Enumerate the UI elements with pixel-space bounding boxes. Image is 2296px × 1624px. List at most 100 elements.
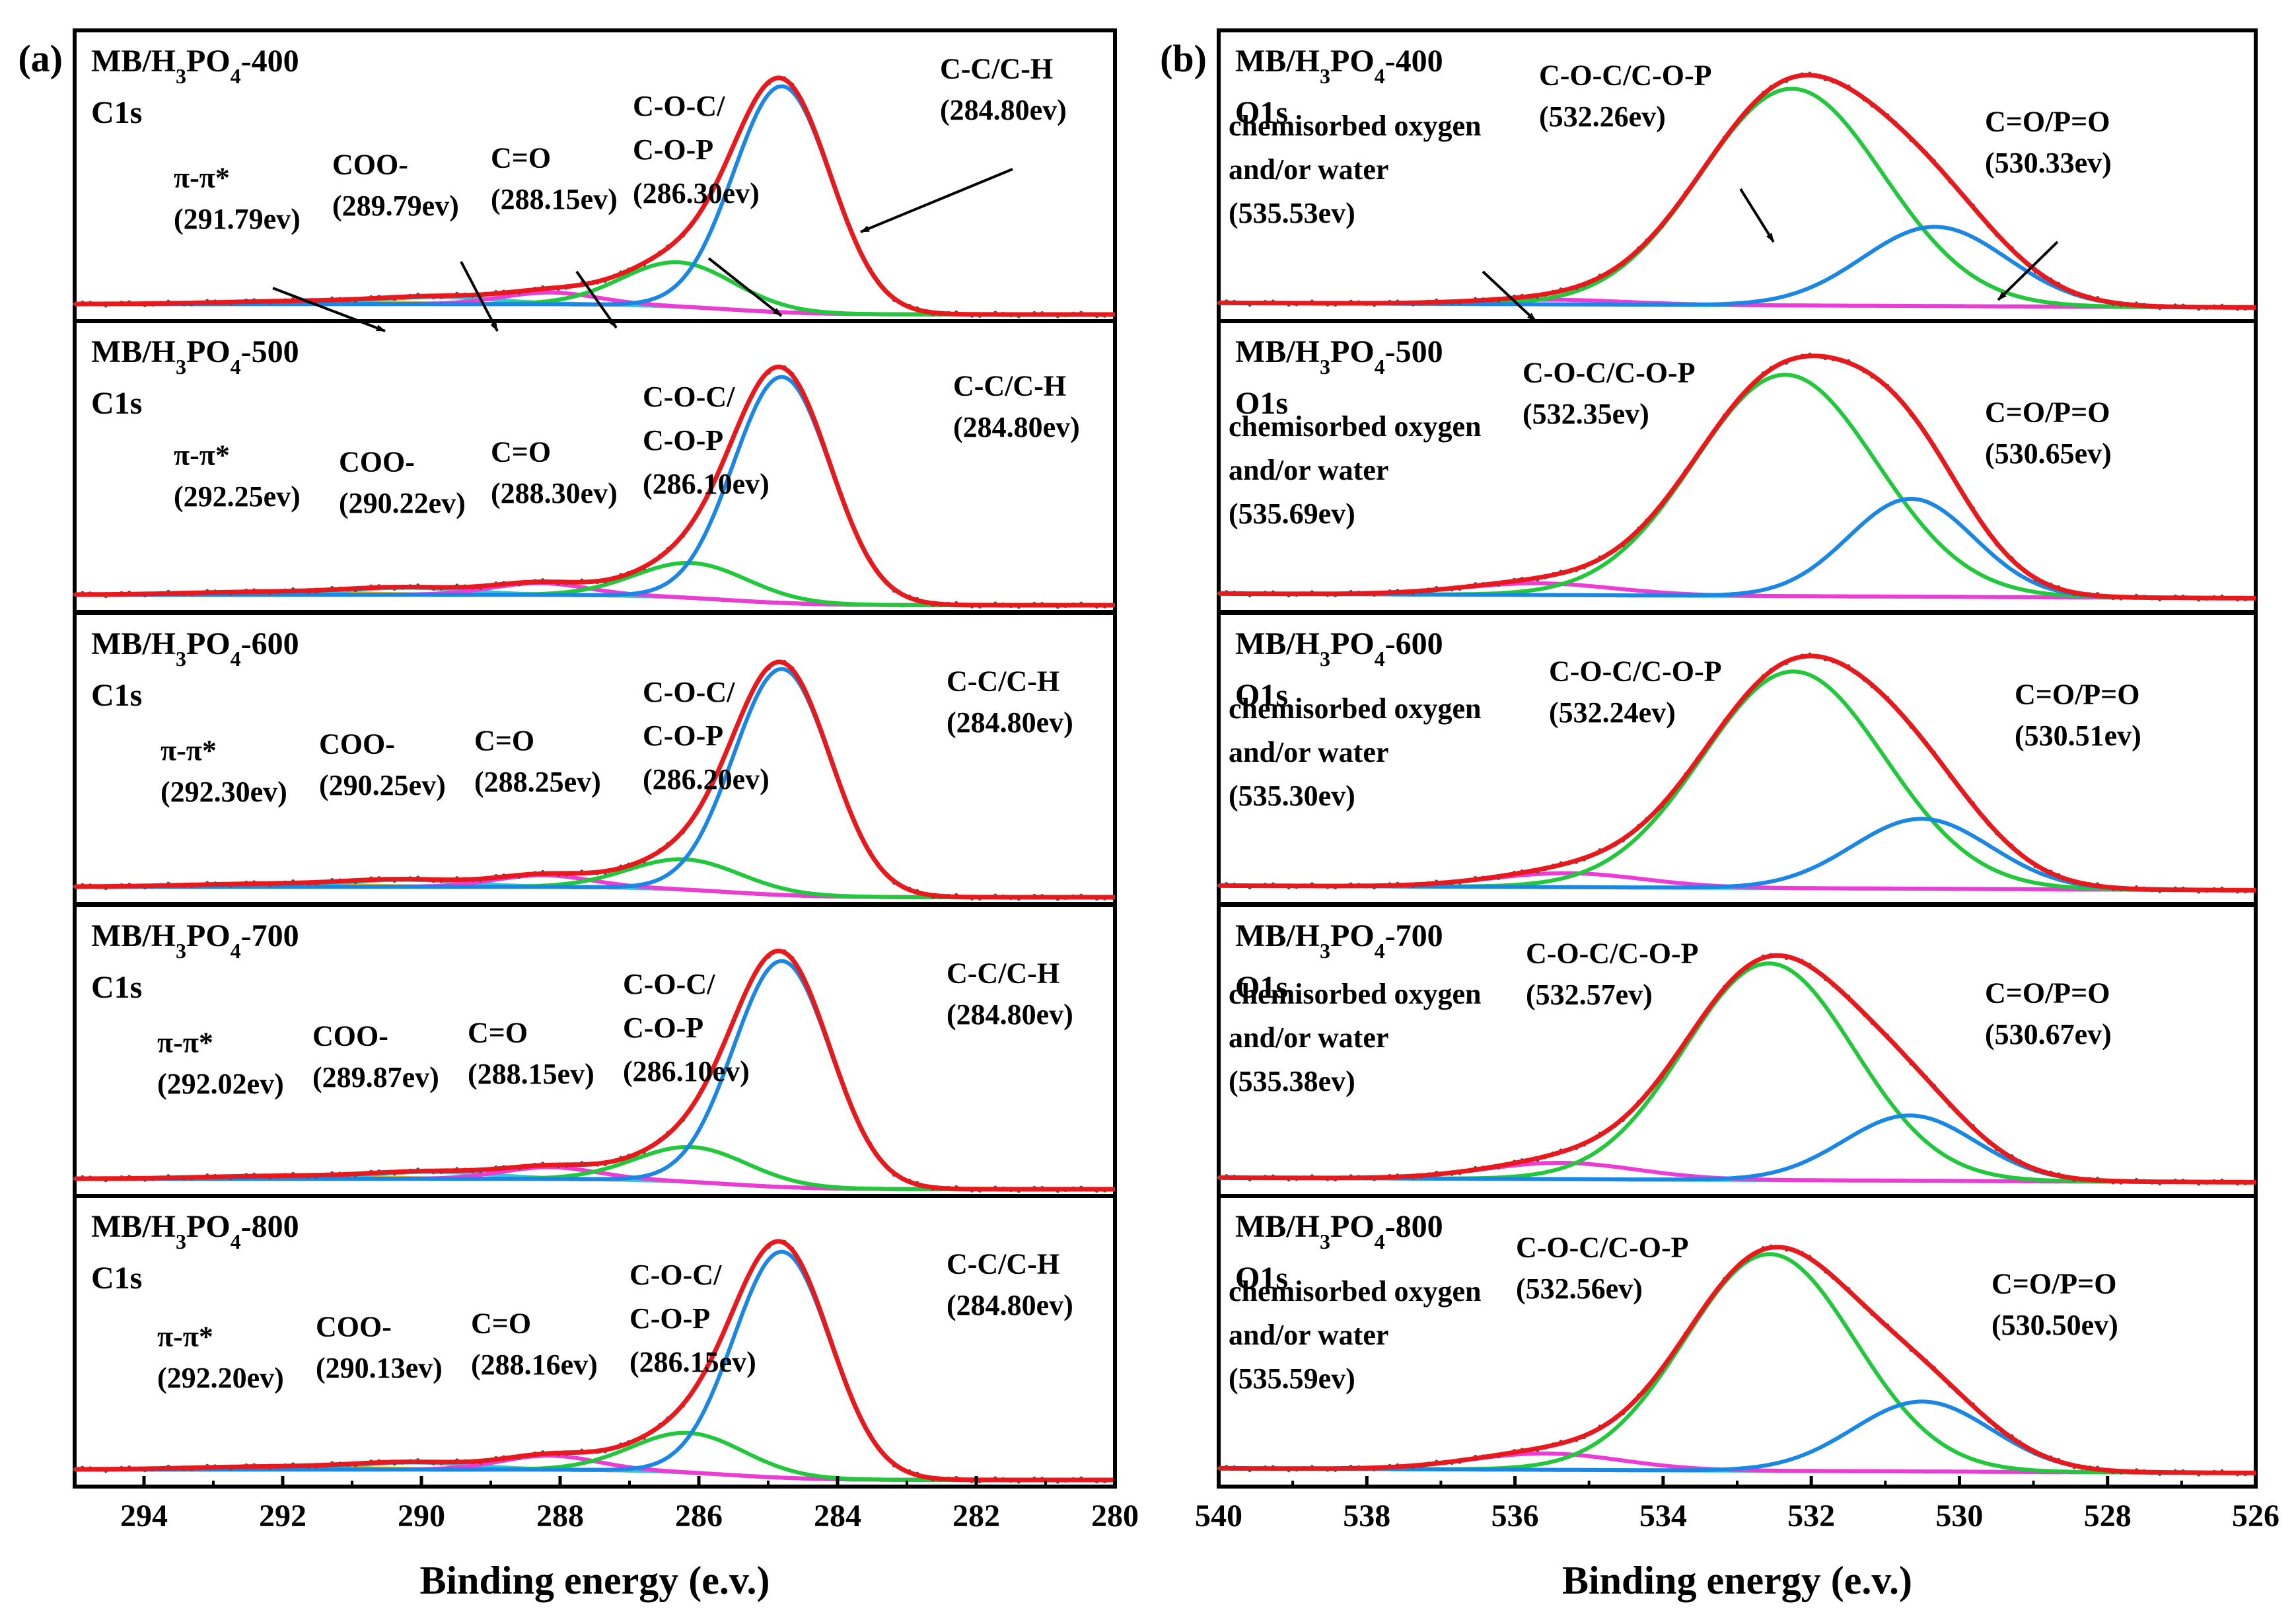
x-tick-label: 532 [1787, 1498, 1835, 1533]
peak-label: C-C/C-H [940, 52, 1053, 85]
peak-label: C-O-C/ [623, 968, 715, 1000]
peak-label: C=O/P=O [2015, 678, 2139, 710]
x-tick-label: 530 [1935, 1498, 1983, 1533]
peak-label: C=O [491, 141, 551, 174]
peak-label: chemisorbed oxygen [1229, 410, 1482, 443]
sample-row: MB/H3PO4-500 C1s π-π* (292.25ev) COO- (290.22… [73, 319, 1117, 614]
spectrum-label: C1s [91, 386, 142, 421]
peak-be: (535.53ev) [1229, 197, 1355, 229]
component-curve [1219, 225, 2256, 310]
sample-title: MB/H3PO4-800 [91, 1209, 299, 1253]
x-axis-title: Binding energy (e.v.) [419, 1559, 770, 1602]
peak-label: C-C/C-H [947, 1247, 1059, 1280]
peak-label: C=O/P=O [1985, 396, 2110, 428]
peak-be: (530.51ev) [2015, 720, 2141, 752]
envelope-curve [1219, 953, 2256, 1185]
peak-labels: π-π* (292.20ev) COO- (290.13ev) C=O (288.16ev… [157, 1247, 1073, 1394]
peak-label: and/or water [1229, 153, 1388, 186]
annotation-arrow [1997, 240, 2059, 301]
peak-label: chemisorbed oxygen [1229, 1275, 1482, 1308]
peak-be: (532.56ev) [1516, 1273, 1643, 1305]
peak-be: (284.80ev) [947, 998, 1073, 1031]
peak-be: (290.22ev) [339, 487, 466, 519]
x-tick-label: 292 [259, 1498, 306, 1533]
annotation-arrow [272, 287, 386, 332]
peak-label: π-π* [174, 161, 230, 194]
x-tick-label: 288 [536, 1498, 584, 1533]
x-tick-label: 290 [398, 1498, 445, 1533]
envelope-curve [75, 659, 1115, 900]
peak-label: C-O-C/C-O-P [1539, 59, 1712, 91]
sample-row: MB/H3PO4-700 C1s π-π* (292.02ev) COO- (289.87… [73, 903, 1117, 1198]
sample-title: MB/H3PO4-800 [1235, 1209, 1443, 1253]
peak-labels: chemisorbed oxygen and/or water (535.30ev)… [1229, 655, 2141, 812]
peak-label: C=O/P=O [1985, 977, 2110, 1009]
peak-be: (288.30ev) [491, 477, 618, 509]
peak-be: (535.30ev) [1229, 780, 1355, 812]
component-curve [1219, 496, 2256, 601]
spectrum-label: C1s [91, 1261, 142, 1296]
peak-label: C-O-C/ [643, 381, 735, 413]
peak-label: and/or water [1229, 1319, 1388, 1351]
peak-be: (286.15ev) [629, 1346, 756, 1378]
sample-title: MB/H3PO4-500 [91, 334, 299, 379]
peak-be: (286.10ev) [643, 468, 770, 500]
peak-label: C-O-C/C-O-P [1516, 1231, 1689, 1263]
peak-labels: chemisorbed oxygen and/or water (535.38ev)… [1229, 937, 2112, 1097]
peak-label: and/or water [1229, 454, 1388, 486]
envelope-curve [75, 364, 1115, 608]
peak-be: (292.30ev) [161, 776, 287, 808]
peak-label: C-O-C/ [633, 90, 725, 122]
peak-label: C=O/P=O [1985, 105, 2110, 137]
x-tick-label: 526 [2232, 1498, 2279, 1533]
sample-row: MB/H3PO4-400 C1s π-π* (291.79ev) COO- (289.79… [73, 28, 1117, 332]
x-tick-label: 284 [814, 1498, 861, 1533]
peak-be: (288.25ev) [474, 766, 601, 798]
peak-label: COO- [319, 727, 395, 760]
panel-tag: (b) [1160, 37, 1207, 80]
spectrum-label: O1s [1235, 678, 1288, 713]
x-tick-label: 538 [1343, 1498, 1390, 1533]
x-tick-label: 534 [1639, 1498, 1687, 1533]
peak-be: (535.59ev) [1229, 1362, 1355, 1395]
peak-labels: π-π* (292.02ev) COO- (289.87ev) C=O (288.15ev… [157, 957, 1073, 1100]
x-tick-label: 286 [675, 1498, 723, 1533]
row-frame [73, 1194, 1117, 1489]
sample-title: MB/H3PO4-500 [1235, 334, 1443, 379]
sample-title: MB/H3PO4-700 [1235, 918, 1443, 963]
sample-title: MB/H3PO4-700 [91, 918, 299, 963]
sample-title: MB/H3PO4-600 [91, 626, 299, 671]
panel-tag: (a) [18, 37, 63, 80]
peak-be: (290.13ev) [316, 1352, 443, 1384]
peak-be: (288.15ev) [491, 183, 618, 215]
peak-label: C-O-P [629, 1302, 710, 1335]
component-curve [1219, 1113, 2256, 1185]
component-curve [75, 857, 1115, 899]
peak-be: (530.33ev) [1985, 147, 2112, 179]
envelope-curve [1219, 1245, 2256, 1475]
peak-label: π-π* [174, 439, 230, 471]
peak-be: (286.30ev) [633, 177, 760, 209]
spectrum-label: O1s [1235, 970, 1288, 1005]
spectrum-label: C1s [91, 970, 142, 1005]
spectrum-label: O1s [1235, 1261, 1288, 1296]
peak-be: (289.79ev) [332, 190, 459, 222]
peak-label: chemisorbed oxygen [1229, 978, 1482, 1010]
component-curve [1219, 817, 2256, 893]
peak-be: (284.80ev) [947, 1289, 1073, 1321]
peak-labels: π-π* (292.30ev) COO- (290.25ev) C=O (288.25ev… [161, 665, 1073, 808]
sample-row: MB/H3PO4-800 C1s π-π* (292.20ev) COO- (290.13… [73, 1194, 1117, 1489]
peak-be: (535.38ev) [1229, 1065, 1355, 1097]
envelope-curve [1219, 73, 2256, 310]
peak-be: (288.15ev) [468, 1058, 594, 1090]
peak-label: C=O [474, 724, 534, 757]
peak-label: C=O [468, 1016, 528, 1049]
component-curve [75, 1145, 1115, 1191]
x-tick-label: 294 [120, 1498, 168, 1533]
peak-be: (292.20ev) [157, 1362, 284, 1394]
peak-label: C=O [471, 1307, 531, 1339]
peak-label: C=O/P=O [1991, 1267, 2116, 1300]
annotation-arrow [1482, 270, 1537, 322]
